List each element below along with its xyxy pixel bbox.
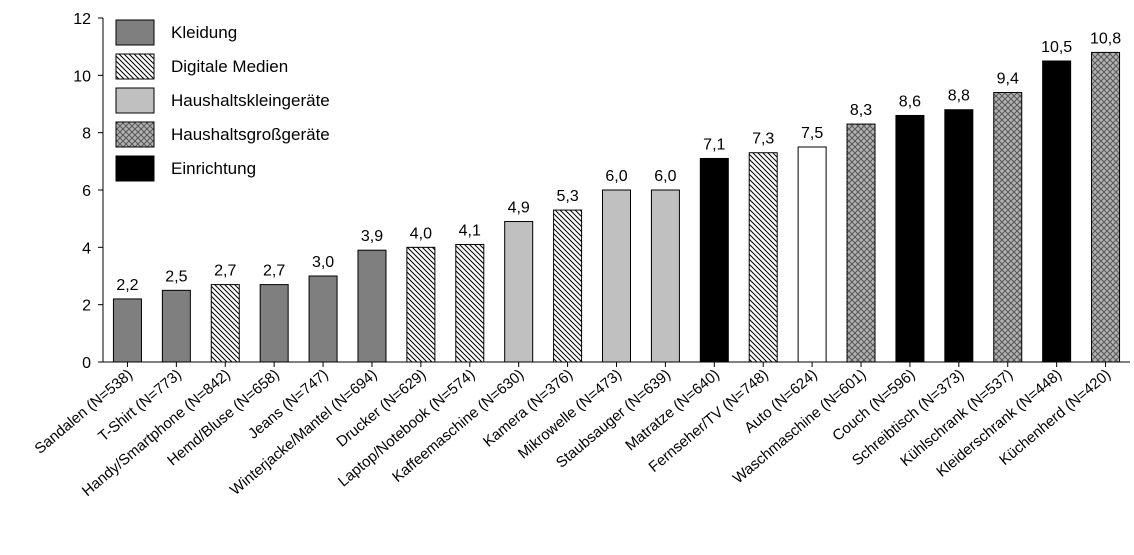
data-label: 3,0 [312,254,334,271]
legend-swatch [115,155,155,182]
legend-label: Haushaltsgroßgeräte [171,125,330,144]
data-label: 6,0 [654,168,676,185]
legend-label: Digitale Medien [171,57,288,76]
data-label: 8,3 [850,102,872,119]
data-label: 2,7 [263,263,285,280]
bar [699,157,729,363]
bar [1042,60,1072,363]
category-label: Couch (N=596) [829,366,918,445]
data-label: 9,4 [997,71,1019,88]
bar [112,298,142,363]
data-label: 10,5 [1041,39,1072,56]
data-label: 5,3 [556,188,578,205]
y-tick-label: 10 [73,68,91,85]
legend-swatch [115,19,155,46]
y-tick-label: 12 [73,11,91,28]
data-label: 2,2 [116,277,138,294]
data-label: 8,6 [899,93,921,110]
data-label: 6,0 [605,168,627,185]
data-label: 8,8 [948,88,970,105]
data-label: 7,3 [752,131,774,148]
y-tick-label: 0 [82,355,91,372]
y-tick-label: 4 [82,240,91,257]
data-label: 2,7 [214,263,236,280]
category-label: T-Shirt (N=773) [95,366,185,445]
bar [553,209,583,363]
bar [748,152,778,363]
y-tick-label: 8 [82,126,91,143]
bar [993,92,1023,363]
bar [846,123,876,363]
bar [161,289,191,363]
data-label: 3,9 [361,228,383,245]
bar [259,284,289,363]
bar [602,189,631,363]
bar [944,109,974,363]
legend-swatch [115,121,155,148]
data-label: 7,5 [801,125,823,142]
bar [406,246,436,363]
legend-label: Kleidung [171,23,237,42]
legend: Kleidung Digitale Medien Haushaltskleinger… [115,19,330,182]
bar [797,146,827,363]
data-label: 2,5 [165,268,187,285]
bar [504,221,534,363]
bar [895,114,925,363]
data-label: 4,9 [508,200,530,217]
data-label: 10,8 [1090,30,1121,47]
legend-swatch [115,53,155,80]
legend-label: Haushaltskleingeräte [171,91,330,110]
bar [650,189,680,363]
bar [308,275,338,363]
y-tick-label: 2 [82,298,91,315]
data-label: 4,0 [410,225,432,242]
bar [1091,51,1121,363]
data-label: 4,1 [459,222,481,239]
bar [357,249,387,363]
bar [210,284,240,363]
legend-swatch [115,87,155,114]
legend-label: Einrichtung [171,159,256,178]
bar [455,243,485,363]
y-tick-label: 6 [82,183,91,200]
data-label: 7,1 [703,136,725,153]
